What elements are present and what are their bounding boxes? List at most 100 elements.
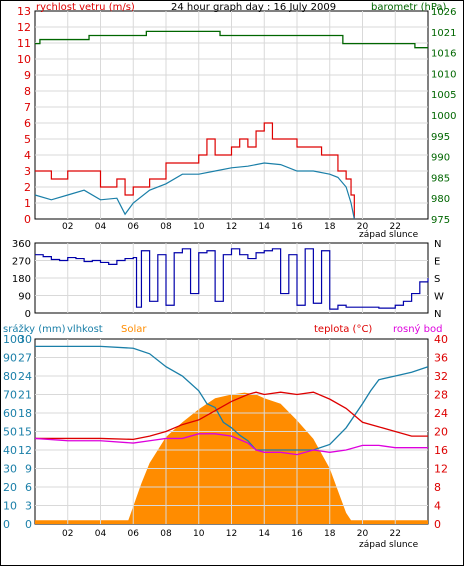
right-tick-label: 975 — [431, 215, 450, 226]
x-tick-label: 02 — [62, 222, 73, 232]
x-tick-label: 02 — [62, 529, 73, 539]
left-tick-label: 13 — [17, 5, 31, 18]
x-tick-label: 04 — [95, 222, 107, 232]
humidity-tick-label: 50 — [3, 426, 17, 439]
compass-tick-label: W — [434, 292, 444, 303]
rain-tick-label: 6 — [25, 481, 32, 494]
x-tick-label: 14 — [259, 529, 271, 539]
direction-tick-label: 270 — [12, 257, 31, 268]
x-tick-label: 20 — [357, 222, 369, 232]
left-tick-label: 0 — [24, 213, 31, 226]
right-tick-label: 1021 — [431, 28, 456, 39]
temperature-label: teplota (°C) — [314, 324, 372, 335]
temperature-tick-label: 20 — [434, 426, 448, 439]
humidity-tick-label: 30 — [3, 463, 17, 476]
pressure-series-line — [35, 30, 428, 49]
x-tick-label: 08 — [160, 529, 172, 539]
direction-tick-label: 180 — [12, 274, 31, 285]
x-tick-label: 06 — [128, 222, 140, 232]
left-tick-label: 1 — [24, 197, 31, 210]
compass-tick-label: E — [434, 257, 440, 268]
direction-tick-label: 90 — [18, 292, 31, 303]
temperature-tick-label: 16 — [434, 444, 448, 457]
left-tick-label: 11 — [17, 37, 31, 50]
solar-label: Solar — [121, 324, 147, 335]
x-tick-label: 14 — [259, 222, 271, 232]
wind-speed-axis-label: rychlost vetru (m/s) — [36, 2, 135, 13]
humidity-tick-label: 90 — [3, 352, 17, 365]
humidity-tick-label: 20 — [3, 481, 17, 494]
x-tick-label: 18 — [324, 529, 336, 539]
dew-point-line — [34, 433, 428, 456]
rain-tick-label: 18 — [18, 407, 32, 420]
right-tick-label: 990 — [431, 153, 450, 164]
right-tick-label: 1005 — [431, 90, 456, 101]
temperature-tick-label: 32 — [434, 370, 448, 383]
x-tick-label: 16 — [291, 222, 303, 232]
temperature-tick-label: 12 — [434, 463, 448, 476]
x-tick-label: 22 — [390, 222, 401, 232]
humidity-tick-label: 10 — [3, 500, 17, 513]
temperature-line — [35, 391, 428, 441]
rain-tick-label: 0 — [25, 518, 32, 531]
left-tick-label: 3 — [24, 165, 31, 178]
left-tick-label: 9 — [24, 69, 31, 82]
humidity-tick-label: 70 — [3, 389, 17, 402]
humidity-label: vlhkost — [67, 324, 103, 335]
rain-tick-label: 30 — [18, 333, 32, 346]
wind-series-line — [34, 162, 355, 220]
left-tick-label: 2 — [24, 181, 31, 194]
rain-tick-label: 15 — [18, 426, 32, 439]
pressure-axis-label: barometr (hPa) — [371, 2, 447, 13]
humidity-tick-label: 80 — [3, 370, 17, 383]
left-tick-label: 10 — [17, 53, 31, 66]
direction-tick-label: 0 — [25, 309, 31, 320]
right-tick-label: 1000 — [431, 111, 456, 122]
rain-axis-label: srážky (mm) — [3, 323, 66, 335]
x-tick-label: 10 — [193, 222, 205, 232]
left-tick-label: 4 — [24, 149, 31, 162]
x-tick-label: 10 — [193, 529, 205, 539]
rain-tick-label: 12 — [18, 444, 32, 457]
wind-direction-line — [35, 248, 429, 310]
temperature-tick-label: 8 — [434, 481, 441, 494]
x-tick-label: 12 — [226, 222, 237, 232]
humidity-tick-label: 40 — [3, 444, 17, 457]
sunset-label-top: západ slunce — [359, 230, 419, 240]
gust-series-line — [35, 122, 355, 219]
humidity-line — [35, 345, 429, 451]
right-tick-label: 995 — [431, 132, 450, 143]
x-tick-label: 18 — [324, 222, 336, 232]
temperature-tick-label: 40 — [434, 333, 448, 346]
x-tick-label: 12 — [226, 529, 237, 539]
humidity-tick-label: 100 — [3, 333, 24, 346]
compass-tick-label: S — [434, 274, 440, 285]
left-tick-label: 7 — [24, 101, 31, 114]
temperature-tick-label: 28 — [434, 389, 448, 402]
humidity-tick-label: 0 — [3, 518, 10, 531]
direction-tick-label: 360 — [12, 239, 31, 250]
rain-tick-label: 24 — [18, 370, 32, 383]
chart-marks: 02 04 06 08 10 12 14 16 18 20 22012345678910111213… — [3, 5, 456, 539]
chart-title: 24 hour graph day : 16 July 2009 — [171, 2, 336, 13]
compass-tick-label: N — [434, 309, 441, 320]
x-tick-label: 06 — [128, 529, 140, 539]
x-tick-label: 20 — [357, 529, 369, 539]
left-tick-label: 6 — [24, 117, 31, 130]
x-tick-label: 16 — [291, 529, 303, 539]
right-tick-label: 1016 — [431, 49, 456, 60]
rain-tick-label: 9 — [25, 463, 32, 476]
rain-tick-label: 21 — [18, 389, 32, 402]
left-tick-label: 5 — [24, 133, 31, 146]
left-tick-label: 8 — [24, 85, 31, 98]
temperature-tick-label: 36 — [434, 352, 448, 365]
x-tick-label: 04 — [95, 529, 107, 539]
temperature-tick-label: 24 — [434, 407, 448, 420]
temperature-tick-label: 4 — [434, 500, 441, 513]
right-tick-label: 980 — [431, 194, 450, 205]
sunset-label-bottom: západ slunce — [359, 540, 419, 550]
rain-tick-label: 3 — [25, 500, 32, 513]
humidity-tick-label: 60 — [3, 407, 17, 420]
